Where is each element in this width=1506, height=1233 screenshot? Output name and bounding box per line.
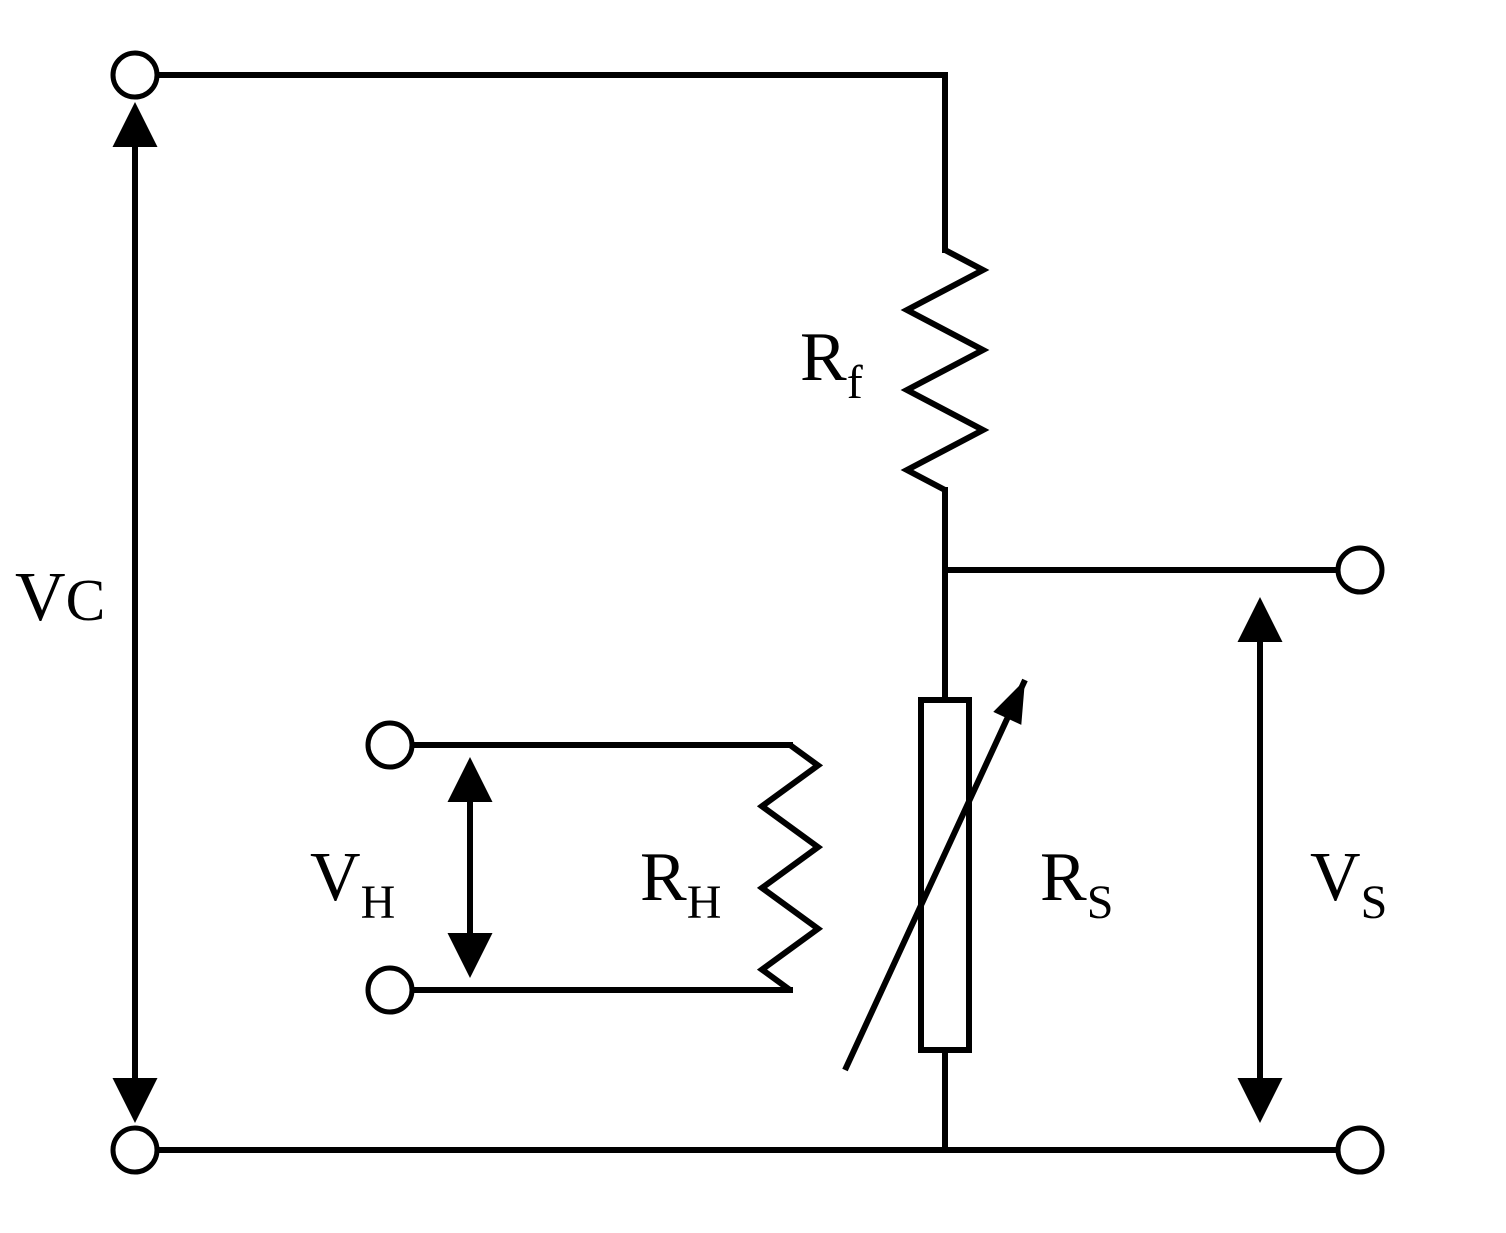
label-vh: VH — [310, 839, 395, 929]
labels: VC Rf VH RH RS VS — [15, 319, 1387, 929]
label-vs: VS — [1310, 839, 1387, 929]
label-vc: VC — [15, 559, 105, 636]
voltage-arrows — [113, 102, 1283, 1123]
label-rh: RH — [640, 839, 721, 929]
label-rs: RS — [1040, 839, 1113, 929]
circuit-diagram: VC Rf VH RH RS VS — [0, 0, 1506, 1233]
terminals — [113, 53, 1382, 1172]
label-rf: Rf — [800, 319, 863, 409]
wires — [157, 75, 1338, 1150]
